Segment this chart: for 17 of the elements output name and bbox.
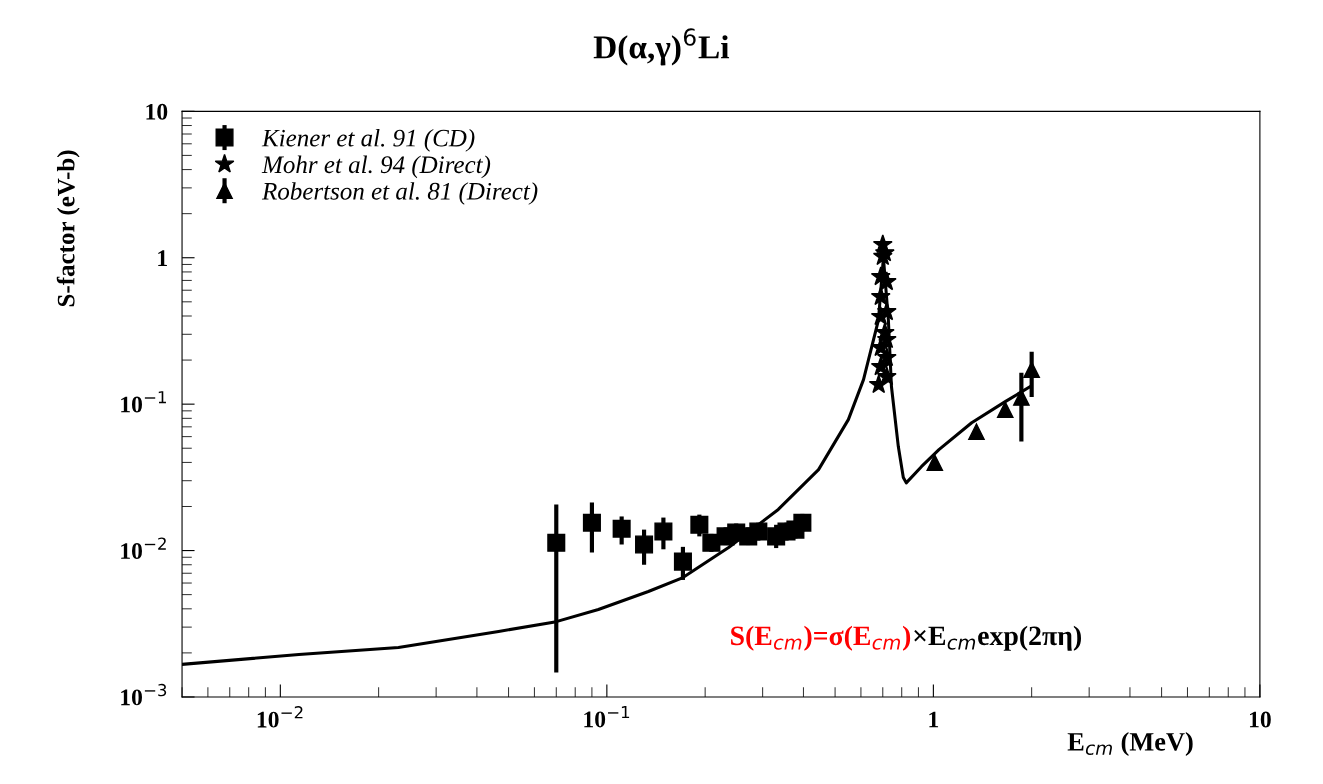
y-axis-title: S-factor (eV-b) bbox=[56, 150, 80, 307]
x-axis-title: E$_{cm}$ (MeV) bbox=[1067, 732, 1193, 757]
y-tick-label: 10$^{−2}$ bbox=[121, 537, 166, 559]
x-tick-label: 1 bbox=[929, 711, 939, 728]
chart-title: D(α,γ)$^{6}$Li bbox=[593, 28, 730, 66]
legend-label: Robertson et al. 81 (Direct) bbox=[261, 182, 538, 205]
x-tick-label: 10 bbox=[1249, 711, 1271, 728]
annotation: ×E$_{cm}$exp(2πη) bbox=[914, 625, 1081, 651]
legend-label: Kiener et al. 91 (CD) bbox=[261, 128, 475, 152]
y-tick-label: 10$^{−3}$ bbox=[121, 683, 167, 706]
y-tick-label: 1 bbox=[158, 250, 167, 266]
legend-label: Mohr et al. 94 (Direct) bbox=[261, 155, 491, 179]
x-tick-label: 10$^{−1}$ bbox=[584, 706, 630, 728]
annotation: S(E$_{cm}$)=σ(E$_{cm}$) bbox=[731, 625, 911, 651]
x-tick-label: 10$^{−2}$ bbox=[257, 706, 303, 728]
y-tick-label: 10 bbox=[146, 103, 168, 120]
y-tick-label: 10$^{−1}$ bbox=[121, 391, 166, 413]
